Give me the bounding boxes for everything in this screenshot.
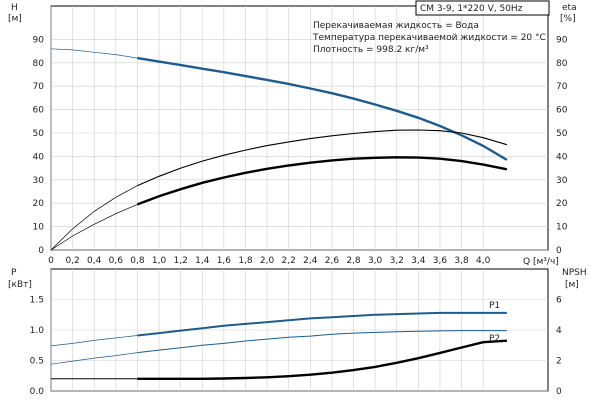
top-plot-area — [50, 5, 549, 251]
efficiency-outer-curve-extrapolated — [50, 185, 138, 251]
bottom-tick-labels: 0.0 0.5 1.0 1.5 0 2 4 6 — [30, 296, 562, 398]
eta-tick-label: 80 — [556, 59, 568, 69]
q-tick-label: 3,2 — [390, 256, 404, 266]
eta-tick-label: 10 — [556, 223, 568, 233]
npsh-axis-unit: [м] — [565, 280, 579, 290]
power-axis-label: P — [11, 268, 17, 278]
top-grid — [50, 6, 548, 251]
q-tick-label: 0,6 — [109, 256, 124, 266]
eta-tick-label: 70 — [556, 82, 568, 92]
q-tick-label: 2,6 — [325, 256, 340, 266]
efficiency-outer-curve — [137, 129, 508, 187]
npsh-tick-label: 0 — [556, 387, 562, 397]
eta-tick-label: 20 — [556, 199, 568, 209]
q-axis-unit: [м³/ч] — [533, 257, 559, 267]
bottom-grid — [50, 269, 548, 392]
q-tick-label: 0,4 — [87, 256, 102, 266]
top-tick-labels: 0 0,2 0,4 0,6 0,8 1,0 1,2 1,4 1,6 1,8 2,0 2,2 2,4 2,6… — [33, 35, 568, 266]
q-tick-label: 3,0 — [368, 256, 383, 266]
q-tick-label: 4,0 — [476, 256, 491, 266]
q-tick-label: 3,4 — [411, 256, 426, 266]
q-tick-label: 3,8 — [454, 256, 469, 266]
eta-axis-label: eta — [562, 3, 577, 13]
p1-curve — [137, 311, 507, 337]
info-model: CM 3-9, 1*220 V, 50Hz — [420, 4, 523, 14]
power-tick-label: 1.0 — [30, 326, 45, 336]
efficiency-inner-curve — [136, 156, 508, 206]
head-tick-label: 90 — [33, 35, 45, 45]
q-tick-label: 0,8 — [130, 256, 145, 266]
npsh-curve — [137, 339, 507, 380]
head-curve — [137, 56, 508, 161]
q-axis-label: Q — [523, 257, 530, 267]
npsh-tick-label: 6 — [556, 296, 562, 306]
q-tick-label: 1,4 — [195, 256, 210, 266]
eta-tick-label: 30 — [556, 176, 568, 186]
head-tick-label: 30 — [33, 176, 45, 186]
q-tick-label: 1,6 — [217, 256, 232, 266]
q-tick-label: 2,2 — [282, 256, 296, 266]
head-tick-label: 60 — [33, 106, 45, 116]
head-axis-unit: [м] — [8, 14, 22, 24]
bottom-series — [50, 311, 507, 380]
eta-axis-unit: [%] — [560, 14, 576, 24]
q-tick-label: 2,4 — [303, 256, 318, 266]
head-tick-label: 80 — [33, 59, 45, 69]
head-tick-label: 50 — [33, 129, 45, 139]
q-tick-label: 3,6 — [433, 256, 448, 266]
npsh-axis-label: NPSH — [562, 268, 587, 278]
q-tick-label: 2,0 — [260, 256, 275, 266]
p2-curve — [137, 330, 507, 354]
head-tick-label: 40 — [33, 152, 45, 162]
efficiency-inner-curve-extrapolated — [50, 204, 138, 251]
power-tick-label: 0.0 — [30, 387, 45, 397]
head-tick-label: 10 — [33, 223, 45, 233]
series-label-p2: P2 — [489, 334, 500, 344]
q-tick-label: 1,2 — [173, 256, 187, 266]
power-axis-unit: [кВт] — [8, 280, 32, 290]
info-line-temperature: Температура перекачиваемой жидкости = 20… — [312, 33, 546, 43]
series-label-p1: P1 — [489, 301, 500, 311]
p2-curve-extrapolated — [50, 352, 138, 365]
head-axis-label: H — [11, 3, 18, 13]
eta-tick-label: 60 — [556, 106, 568, 116]
head-tick-label: 0 — [38, 246, 44, 256]
info-box-frame — [415, 0, 550, 16]
q-tick-label: 1,8 — [238, 256, 253, 266]
power-tick-label: 0.5 — [30, 357, 44, 367]
info-line-density: Плотность = 998.2 кг/м³ — [313, 45, 429, 55]
q-tick-label: 1,0 — [152, 256, 167, 266]
p1-curve-extrapolated — [50, 335, 138, 347]
head-tick-label: 70 — [33, 82, 45, 92]
npsh-tick-label: 4 — [556, 326, 562, 336]
info-line-fluid: Перекачиваемая жидкость = Вода — [313, 21, 479, 31]
eta-tick-label: 90 — [556, 35, 568, 45]
q-tick-label: 0 — [48, 256, 54, 266]
eta-tick-label: 40 — [556, 152, 568, 162]
eta-tick-label: 0 — [556, 246, 562, 256]
power-tick-label: 1.5 — [30, 296, 44, 306]
head-tick-label: 20 — [33, 199, 45, 209]
npsh-tick-label: 2 — [556, 357, 562, 367]
eta-tick-label: 50 — [556, 129, 568, 139]
top-series — [50, 48, 508, 251]
q-tick-label: 2,8 — [346, 256, 361, 266]
q-tick-label: 0,2 — [65, 256, 79, 266]
head-curve-extrapolated — [50, 48, 138, 59]
